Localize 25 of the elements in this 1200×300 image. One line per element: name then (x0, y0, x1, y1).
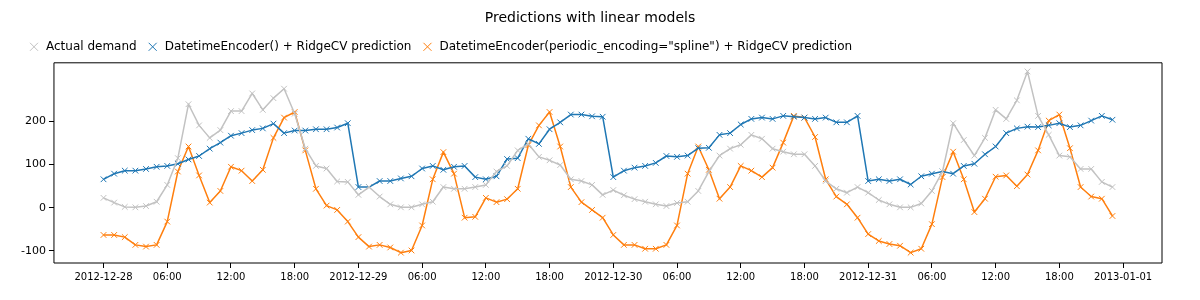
x-tick-label: 06:00 (662, 270, 692, 282)
x-tick-label: 18:00 (790, 270, 819, 282)
legend-label: Actual demand (46, 38, 137, 53)
legend-label: DatetimeEncoder(periodic_encoding="spline") + RidgeCV prediction (439, 38, 853, 53)
x-tick-label: 18:00 (280, 270, 310, 282)
x-tick-label: 12:00 (726, 270, 756, 282)
chart-title: Predictions with linear models (484, 9, 696, 26)
x-tick-label: 06:00 (407, 270, 437, 282)
y-tick-label: -100 (21, 243, 46, 257)
x-tick-label: 18:00 (535, 270, 564, 282)
x-tick-label: 2012-12-31 (839, 270, 898, 282)
x-tick-label: 06:00 (917, 270, 947, 282)
y-tick-label: 0 (38, 200, 46, 214)
x-tick-label: 2012-12-28 (74, 270, 133, 282)
x-tick-label: 2012-12-30 (584, 270, 643, 282)
x-tick-label: 12:00 (981, 270, 1011, 282)
x-tick-label: 2013-01-01 (1094, 270, 1153, 282)
legend-label: DatetimeEncoder() + RidgeCV prediction (164, 38, 412, 53)
x-tick-label: 06:00 (152, 270, 182, 282)
x-tick-label: 2012-12-29 (329, 270, 388, 282)
y-tick-label: 200 (24, 114, 46, 128)
x-tick-label: 12:00 (471, 270, 501, 282)
x-tick-label: 18:00 (1044, 270, 1074, 282)
y-tick-label: 100 (24, 157, 46, 171)
x-tick-label: 12:00 (216, 270, 246, 282)
